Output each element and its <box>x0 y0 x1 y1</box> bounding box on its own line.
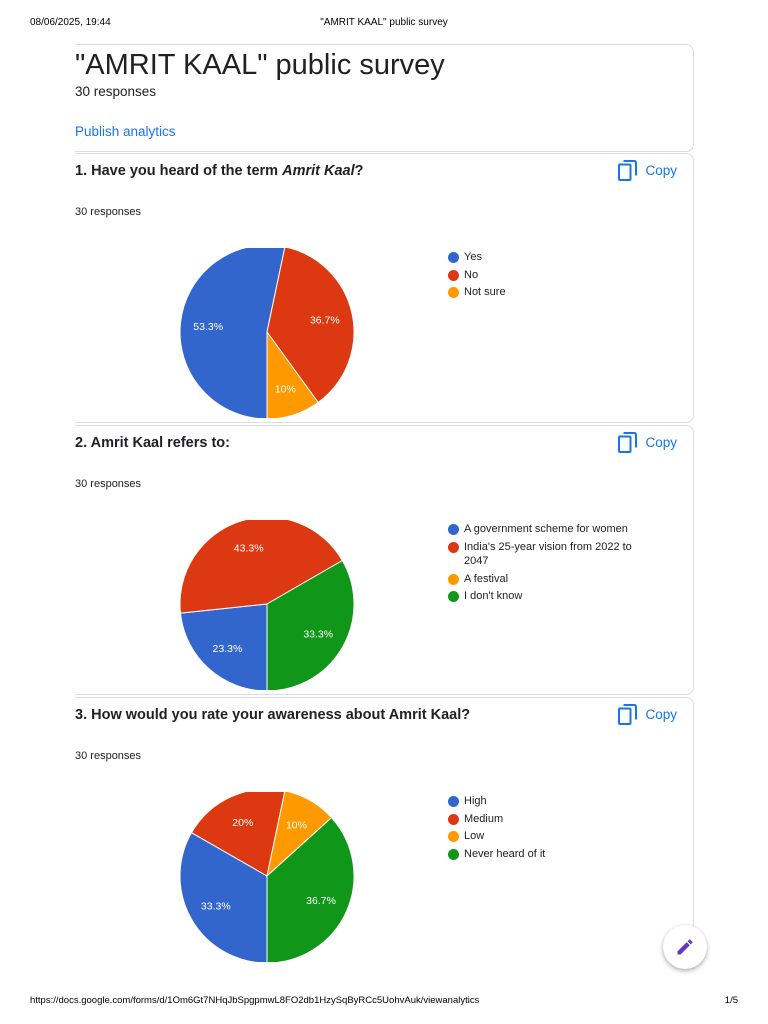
copy-label: Copy <box>645 707 677 722</box>
legend-item: A government scheme for women <box>448 522 638 537</box>
pencil-icon <box>677 939 693 955</box>
pie-slice-label: 10% <box>286 820 307 832</box>
edit-button[interactable] <box>663 925 707 969</box>
question-card-1: 1. Have you heard of the term Amrit Kaal… <box>75 153 694 423</box>
legend-swatch <box>448 796 459 807</box>
pie-slice <box>190 792 286 877</box>
total-responses: 30 responses <box>75 84 157 99</box>
legend-swatch <box>448 831 459 842</box>
legend-item: A festival <box>448 572 638 587</box>
pie-slice-label: 36.7% <box>310 315 340 327</box>
copy-icon <box>618 160 638 181</box>
question-title: 3. How would you rate your awareness abo… <box>75 707 470 723</box>
pie-slice <box>266 816 355 962</box>
question-title: 1. Have you heard of the term Amrit Kaal… <box>75 163 363 179</box>
chart-legend: A government scheme for women India's 25-… <box>448 522 638 607</box>
question-text-italic: Amrit Kaal <box>282 163 355 179</box>
legend-swatch <box>448 252 459 263</box>
legend-item: I don't know <box>448 589 638 604</box>
copy-label: Copy <box>645 163 677 178</box>
copy-chart-button[interactable]: Copy <box>618 432 677 453</box>
pie-slice <box>266 559 355 690</box>
legend-item: Yes <box>448 250 638 265</box>
question-number: 1. <box>75 163 88 179</box>
legend-label: Not sure <box>464 286 506 298</box>
question-title: 2. Amrit Kaal refers to: <box>75 435 230 451</box>
pie-chart: 33.3% 20% 10% 36.7% <box>179 792 355 962</box>
legend-swatch <box>448 813 459 825</box>
legend-label: Yes <box>464 251 482 263</box>
legend-item: No <box>448 268 638 283</box>
pie-slice <box>179 603 268 690</box>
question-text-end: ? <box>354 163 364 179</box>
legend-label: A festival <box>464 572 509 585</box>
legend-item: Low <box>448 829 638 844</box>
legend-swatch <box>448 541 459 553</box>
legend-label: A government scheme for women <box>464 523 628 535</box>
pie-slice <box>266 330 319 418</box>
question-response-count: 30 responses <box>75 206 142 218</box>
pie-chart: 23.3% 43.3% 33.3% <box>179 520 355 690</box>
legend-item: Not sure <box>448 285 638 300</box>
legend-label: High <box>464 795 487 807</box>
legend-swatch <box>448 591 459 602</box>
question-number: 2. <box>75 435 88 451</box>
pie-slice-label: 33.3% <box>201 901 231 913</box>
copy-chart-button[interactable]: Copy <box>618 704 677 725</box>
copy-icon <box>618 432 638 453</box>
legend-label: Low <box>464 830 485 842</box>
legend-label: Never heard of it <box>464 847 546 860</box>
legend-item: Never heard of it <box>448 847 638 862</box>
print-title: "AMRIT KAAL" public survey <box>320 17 448 28</box>
question-number: 3. <box>75 707 88 723</box>
legend-item: India's 25-year vision from 2022 to 2047 <box>448 540 638 569</box>
copy-chart-button[interactable]: Copy <box>618 160 677 181</box>
form-title: "AMRIT KAAL" public survey <box>75 49 445 81</box>
pie-slice-label: 23.3% <box>213 643 243 655</box>
question-card-3: 3. How would you rate your awareness abo… <box>75 697 694 969</box>
question-response-count: 30 responses <box>75 750 142 762</box>
pie-slice <box>179 520 344 614</box>
pie-slice <box>179 248 286 418</box>
legend-swatch <box>448 287 459 298</box>
question-text: Have you heard of the term <box>91 163 283 179</box>
legend-swatch <box>448 848 459 860</box>
legend-label: Medium <box>464 812 504 825</box>
question-response-count: 30 responses <box>75 478 142 490</box>
print-page-number: 1/5 <box>724 995 738 1006</box>
legend-item: High <box>448 794 638 809</box>
form-header-card: "AMRIT KAAL" public survey 30 responses … <box>75 44 694 152</box>
question-text: How would you rate your awareness about … <box>91 707 471 723</box>
legend-label: India's 25-year vision from 2022 to 2047 <box>464 540 632 568</box>
legend-label: I don't know <box>464 590 523 602</box>
pie-slice <box>179 831 268 962</box>
chart-legend: Yes No Not sure <box>448 250 638 303</box>
question-card-2: 2. Amrit Kaal refers to: Copy 30 responses… <box>75 425 694 695</box>
pie-slice-label: 43.3% <box>234 543 264 555</box>
pie-slice-label: 20% <box>232 817 253 829</box>
print-url: https://docs.google.com/forms/d/1Om6Gt7N… <box>30 995 480 1006</box>
pie-slice-label: 36.7% <box>306 895 336 907</box>
legend-swatch <box>448 269 459 281</box>
publish-analytics-link[interactable]: Publish analytics <box>75 124 176 139</box>
pie-slice <box>266 248 355 404</box>
pie-slice-label: 10% <box>275 383 296 395</box>
pie-slice-label: 53.3% <box>193 321 223 333</box>
copy-label: Copy <box>645 435 677 450</box>
chart-legend: High Medium Low Never heard of it <box>448 794 638 864</box>
legend-item: Medium <box>448 812 638 827</box>
pie-chart: 53.3% 36.7% 10% <box>179 248 355 418</box>
print-date: 08/06/2025, 19:44 <box>30 17 111 28</box>
pie-slice-label: 33.3% <box>303 629 333 641</box>
question-text: Amrit Kaal refers to: <box>90 435 230 451</box>
legend-swatch <box>448 524 459 535</box>
copy-icon <box>618 704 638 725</box>
legend-label: No <box>464 268 479 281</box>
legend-swatch <box>448 573 459 585</box>
